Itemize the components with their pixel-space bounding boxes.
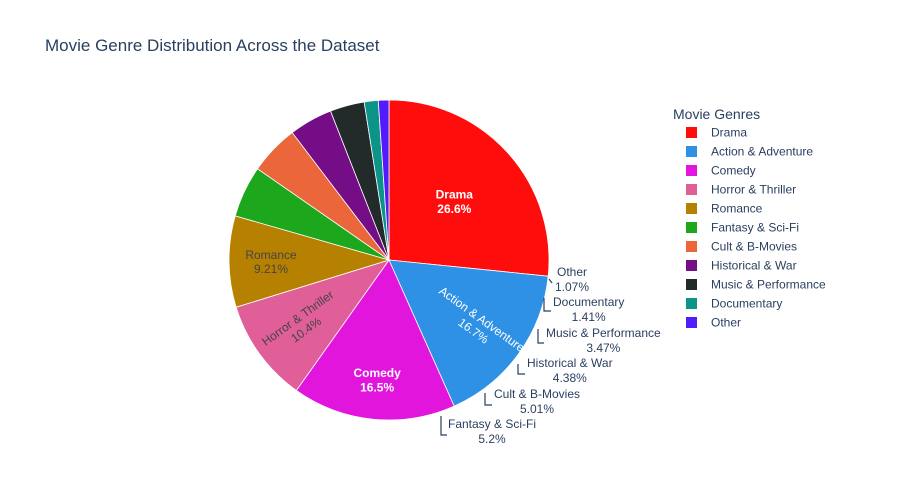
slice-label-fantasy-and-sci-fi: Fantasy & Sci-Fi 5.2% bbox=[448, 417, 536, 446]
leader-line-documentary bbox=[543, 298, 551, 312]
pie-slice-drama[interactable] bbox=[388, 99, 550, 277]
legend-item-action-and-adventure[interactable]: Action & Adventure bbox=[686, 145, 813, 159]
leader-line-historical-and-war bbox=[517, 364, 525, 375]
chart-title: Movie Genre Distribution Across the Data… bbox=[45, 36, 380, 55]
pie-slice-action-and-adventure[interactable] bbox=[388, 259, 549, 407]
slice-label-drama: Drama 26.6% bbox=[436, 188, 474, 216]
legend-label: Music & Performance bbox=[711, 278, 826, 292]
leader-line-cult-and-b-movies bbox=[484, 393, 492, 406]
legend-item-fantasy-and-sci-fi[interactable]: Fantasy & Sci-Fi bbox=[686, 221, 799, 235]
legend-swatch bbox=[686, 146, 697, 157]
legend-label: Cult & B-Movies bbox=[711, 240, 797, 254]
slice-label-other: Other 1.07% bbox=[555, 265, 589, 294]
legend-item-comedy[interactable]: Comedy bbox=[686, 164, 756, 178]
legend-title: Movie Genres bbox=[673, 106, 760, 122]
pie-slice-comedy[interactable] bbox=[295, 259, 455, 421]
legend-label: Documentary bbox=[711, 297, 782, 311]
leader-line-fantasy-and-sci-fi bbox=[440, 416, 447, 436]
legend-item-historical-and-war[interactable]: Historical & War bbox=[686, 259, 797, 273]
legend-swatch bbox=[686, 241, 697, 252]
legend-item-music-and-performance[interactable]: Music & Performance bbox=[686, 278, 826, 292]
outside-labels: Fantasy & Sci-Fi 5.2%Cult & B-Movies 5.01%… bbox=[440, 265, 661, 446]
legend-swatch bbox=[686, 184, 697, 195]
legend-item-documentary[interactable]: Documentary bbox=[686, 297, 782, 311]
legend-label: Action & Adventure bbox=[711, 145, 813, 159]
legend-label: Horror & Thriller bbox=[711, 183, 796, 197]
legend-swatch bbox=[686, 279, 697, 290]
legend-label: Fantasy & Sci-Fi bbox=[711, 221, 799, 235]
legend: Movie Genres Drama Action & Adventure Come… bbox=[673, 106, 826, 330]
legend-item-other[interactable]: Other bbox=[686, 316, 741, 330]
legend-swatch bbox=[686, 203, 697, 214]
pie-slice-other[interactable] bbox=[377, 99, 390, 261]
slice-label-historical-and-war: Historical & War 4.38% bbox=[527, 356, 613, 385]
legend-item-horror-and-thriller[interactable]: Horror & Thriller bbox=[686, 183, 796, 197]
legend-item-romance[interactable]: Romance bbox=[686, 202, 763, 216]
legend-swatch bbox=[686, 165, 697, 176]
legend-label: Drama bbox=[711, 126, 747, 140]
legend-swatch bbox=[686, 127, 697, 138]
slice-label-comedy: Comedy 16.5% bbox=[353, 366, 401, 394]
legend-swatch bbox=[686, 260, 697, 271]
legend-label: Other bbox=[711, 316, 741, 330]
legend-label: Historical & War bbox=[711, 259, 797, 273]
legend-item-cult-and-b-movies[interactable]: Cult & B-Movies bbox=[686, 240, 797, 254]
legend-label: Romance bbox=[711, 202, 763, 216]
slice-label-documentary: Documentary 1.41% bbox=[553, 295, 624, 324]
pie-slice-horror-and-thriller[interactable] bbox=[235, 259, 391, 391]
pie-slice-romance[interactable] bbox=[228, 215, 391, 308]
legend-swatch bbox=[686, 222, 697, 233]
pie-slices bbox=[228, 99, 550, 421]
slice-label-romance: Romance 9.21% bbox=[245, 248, 297, 276]
legend-label: Comedy bbox=[711, 164, 756, 178]
legend-swatch bbox=[686, 298, 697, 309]
legend-item-drama[interactable]: Drama bbox=[686, 126, 747, 140]
leader-line-music-and-performance bbox=[537, 329, 544, 344]
leader-line-other bbox=[548, 278, 553, 284]
slice-label-music-and-performance: Music & Performance 3.47% bbox=[546, 326, 661, 355]
legend-swatch bbox=[686, 317, 697, 328]
slice-label-cult-and-b-movies: Cult & B-Movies 5.01% bbox=[494, 387, 580, 416]
